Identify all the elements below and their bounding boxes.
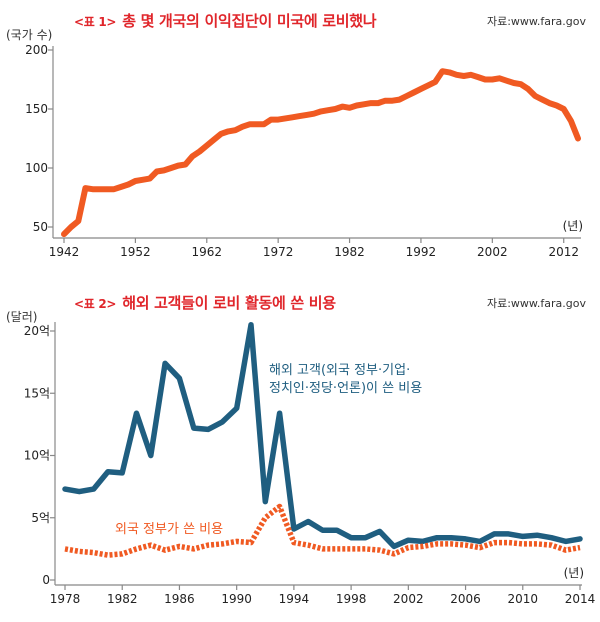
chart-2-x-tick-label: 1998	[336, 592, 367, 606]
chart-1-x-tick-label: 1962	[192, 245, 223, 259]
chart-2-title-number: <표 2>	[74, 297, 117, 311]
chart-2-y-tick-label: 20억	[24, 324, 50, 338]
chart-1-y-tick-label: 50	[33, 220, 48, 234]
chart-2-title: <표 2> 해외 고객들이 로비 활동에 쓴 비용	[74, 292, 336, 313]
chart-2-series-1-line	[62, 322, 583, 550]
chart-1-x-tick-label: 1952	[120, 245, 151, 259]
chart-2-x-tick-label: 1990	[221, 592, 252, 606]
chart-2-panel: 0 5억 10억 15억 20억 1978 1982 1986 1990 1994 1998 2002…	[0, 282, 600, 622]
chart-2-clients-annotation-line1: 해외 고객(외국 정부·기업·	[269, 363, 410, 378]
chart-1-x-tick-label: 1972	[263, 245, 294, 259]
chart-2-x-tick-label: 2002	[393, 592, 424, 606]
chart-1-title-text: 총 몇 개국의 이익집단이 미국에 로비했나	[122, 12, 377, 30]
chart-2-x-tick-label: 2010	[508, 592, 539, 606]
chart-2-y-tick-label: 5억	[31, 511, 50, 525]
chart-1-x-tick-label: 1992	[406, 245, 437, 259]
chart-1-title-number: <표 1>	[74, 15, 117, 29]
chart-2-clients-annotation-line2: 정치인·정당·언론)이 쓴 비용	[269, 381, 422, 396]
chart-2-series-2-line	[64, 503, 581, 558]
chart-2-y-tick-label: 15억	[24, 386, 50, 400]
chart-1-svg: 50 100 150 200 1942 1952 1962 1972 1982 1992 2002 2…	[25, 43, 583, 259]
chart-1-x-tick-label: 2002	[477, 245, 508, 259]
chart-1-source: 자료:www.fara.gov	[486, 15, 586, 28]
chart-2-x-unit: (년)	[564, 566, 584, 580]
chart-2-y-tick-label: 0	[42, 573, 50, 587]
chart-1-y-tick-label: 100	[25, 161, 48, 175]
chart-1-x-tick-label: 2012	[548, 245, 579, 259]
chart-1-series-1-line	[61, 68, 581, 238]
chart-2-svg: 0 5억 10억 15억 20억 1978 1982 1986 1990 1994 1998 2002…	[24, 322, 596, 606]
chart-2-y-tick-label: 10억	[24, 449, 50, 463]
chart-2-title-text: 해외 고객들이 로비 활동에 쓴 비용	[122, 294, 336, 312]
chart-2-x-tick-label: 1978	[50, 592, 81, 606]
chart-1-panel: 50 100 150 200 1942 1952 1962 1972 1982 1992 2002 2…	[0, 0, 600, 270]
chart-2-governments-annotation: 외국 정부가 쓴 비용	[115, 522, 223, 537]
chart-1-x-tick-label: 1942	[49, 245, 80, 259]
chart-1-y-tick-label: 200	[25, 43, 48, 57]
chart-2-x-tick-label: 2014	[565, 592, 596, 606]
chart-1-x-unit: (년)	[563, 219, 583, 233]
chart-1-y-tick-label: 150	[25, 102, 48, 116]
chart-1-title: <표 1> 총 몇 개국의 이익집단이 미국에 로비했나	[74, 10, 377, 31]
chart-2-x-tick-label: 1982	[107, 592, 138, 606]
chart-2-x-tick-label: 2006	[450, 592, 481, 606]
chart-2-y-unit: (달러)	[6, 310, 38, 324]
chart-2-source: 자료:www.fara.gov	[486, 297, 586, 310]
chart-1-y-unit: (국가 수)	[6, 28, 53, 42]
chart-2-x-tick-label: 1994	[279, 592, 310, 606]
chart-1-x-tick-label: 1982	[334, 245, 365, 259]
chart-2-x-tick-label: 1986	[164, 592, 195, 606]
